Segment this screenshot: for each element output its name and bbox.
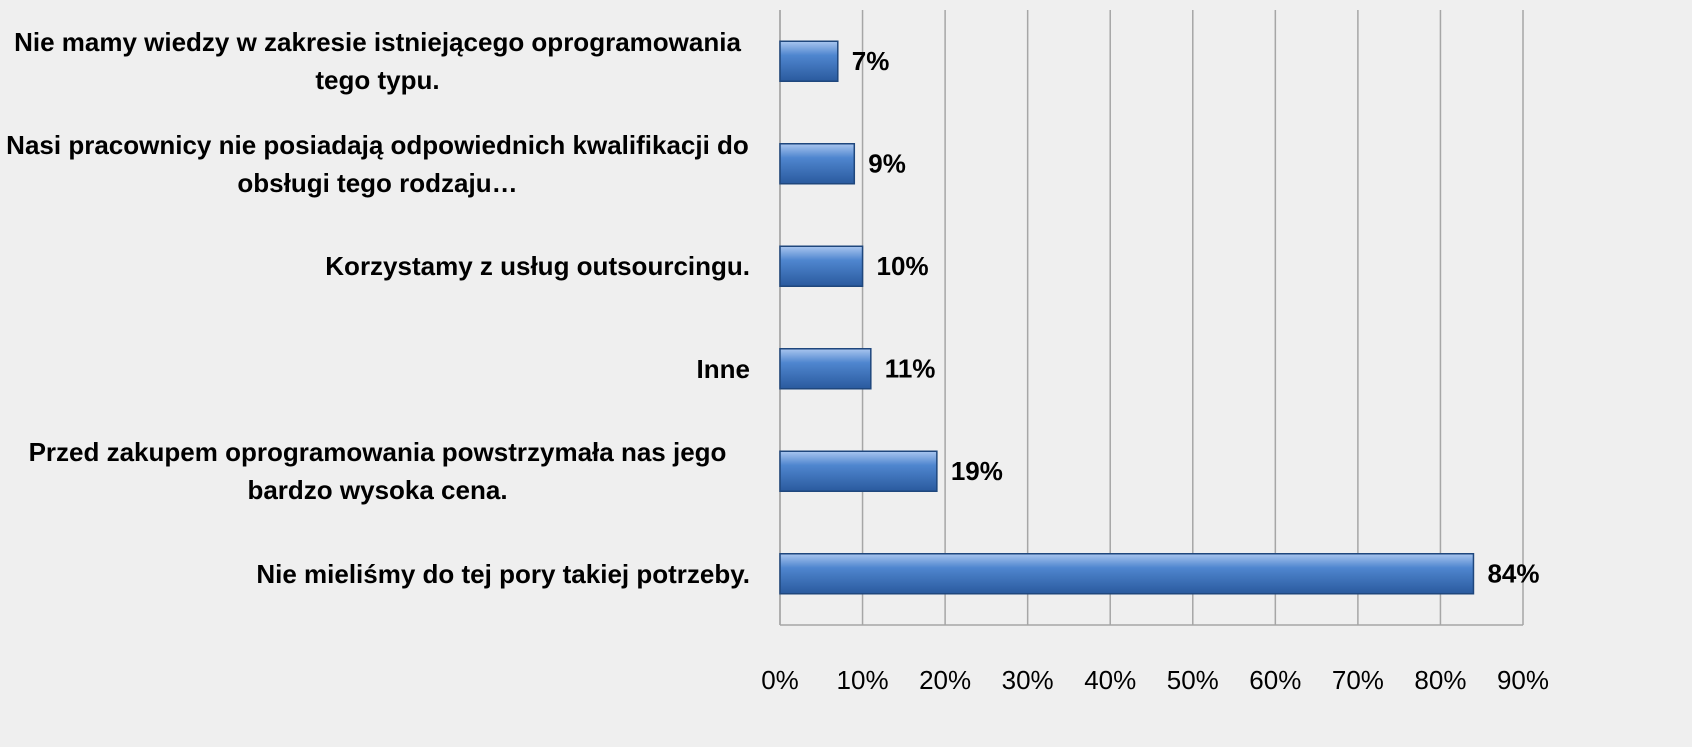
x-tick-label: 10% [837, 665, 889, 695]
data-label: 10% [877, 251, 929, 281]
category-label: Korzystamy z usług outsourcingu. [5, 247, 750, 285]
x-tick-label: 0% [761, 665, 799, 695]
x-tick-label: 70% [1332, 665, 1384, 695]
category-text: Nie mieliśmy do tej pory takiej potrzeby… [256, 558, 750, 589]
x-tick-label: 80% [1414, 665, 1466, 695]
category-text: Korzystamy z usług outsourcingu. [325, 251, 750, 282]
category-text: Przed zakupem oprogramowania powstrzymał… [28, 437, 727, 506]
bar [779, 143, 856, 185]
category-label: Nie mamy wiedzy w zakresie istniejącego … [5, 23, 750, 99]
category-text: Inne [696, 353, 750, 384]
x-tick-label: 90% [1497, 665, 1549, 695]
bar [779, 553, 1475, 595]
data-label: 84% [1487, 559, 1539, 589]
data-label: 11% [885, 354, 936, 384]
category-label: Nie mieliśmy do tej pory takiej potrzeby… [5, 555, 750, 593]
x-tick-label: 50% [1167, 665, 1219, 695]
bar [779, 245, 864, 287]
bar [779, 40, 839, 82]
x-tick-label: 30% [1002, 665, 1054, 695]
category-text: Nasi pracownicy nie posiadają odpowiedni… [6, 129, 749, 198]
x-tick-label: 40% [1084, 665, 1136, 695]
x-tick-label: 60% [1249, 665, 1301, 695]
bar [779, 450, 938, 492]
category-label: Nasi pracownicy nie posiadają odpowiedni… [5, 126, 750, 202]
data-label: 9% [868, 149, 906, 179]
bar [779, 348, 872, 390]
category-label: Inne [5, 350, 750, 388]
x-tick-label: 20% [919, 665, 971, 695]
data-label: 7% [852, 46, 890, 76]
category-text: Nie mamy wiedzy w zakresie istniejącego … [14, 27, 741, 96]
data-label: 19% [951, 456, 1003, 486]
category-label: Przed zakupem oprogramowania powstrzymał… [5, 433, 750, 509]
